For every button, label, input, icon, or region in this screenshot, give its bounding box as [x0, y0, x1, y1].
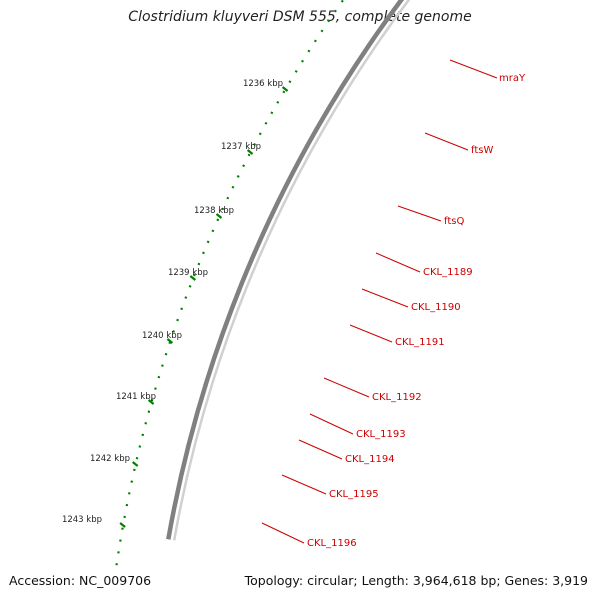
kbp-tick	[166, 338, 174, 344]
gene-label-ckl_1196[interactable]: CKL_1196	[307, 538, 357, 549]
kbp-tick	[189, 275, 196, 281]
scale-ticks: 1236 kbp 1237 kbp 1238 kbp 1239 kbp 1240 kbp…	[62, 79, 289, 528]
leader-line	[449, 59, 498, 79]
gene-label-mray[interactable]: mraY	[499, 73, 526, 84]
gene-label-ckl_1190[interactable]: CKL_1190	[411, 302, 461, 313]
leader-line	[281, 474, 327, 495]
kbp-label: 1237 kbp	[221, 142, 261, 152]
kbp-label: 1238 kbp	[194, 206, 234, 216]
leader-line	[424, 132, 469, 151]
leader-line	[261, 522, 305, 544]
leader-line	[323, 377, 370, 398]
kbp-label: 1243 kbp	[62, 515, 102, 525]
leader-line	[397, 205, 442, 222]
backbone-outer	[166, 0, 405, 540]
gene-label-ckl_1191[interactable]: CKL_1191	[395, 337, 445, 348]
kbp-label: 1241 kbp	[116, 392, 156, 402]
gene-label-ftsq[interactable]: ftsQ	[444, 216, 464, 227]
kbp-label: 1239 kbp	[168, 268, 208, 278]
kbp-tick	[119, 522, 126, 528]
dotted-ring-arc	[115, 0, 345, 566]
gene-label-ckl_1195[interactable]: CKL_1195	[329, 489, 379, 500]
gene-label-ckl_1192[interactable]: CKL_1192	[372, 392, 422, 403]
kbp-tick	[246, 149, 254, 155]
leader-line	[298, 439, 343, 460]
kbp-tick	[281, 86, 289, 92]
backbone-inner	[172, 0, 411, 541]
gene-label-ftsw[interactable]: ftsW	[471, 145, 493, 156]
leader-line	[349, 324, 393, 343]
leader-line	[375, 252, 421, 273]
kbp-tick	[132, 461, 139, 467]
gene-label-ckl_1194[interactable]: CKL_1194	[345, 454, 395, 465]
backbone-arc	[166, 0, 411, 541]
dotted-scale-ring	[115, 0, 345, 566]
kbp-label: 1236 kbp	[243, 79, 283, 89]
kbp-tick	[215, 213, 223, 219]
gene-label-ckl_1193[interactable]: CKL_1193	[356, 429, 406, 440]
kbp-tick	[147, 399, 155, 405]
gene-labels: mraY ftsW ftsQ CKL_1189 CKL_1190 CKL_1191 CKL_…	[261, 59, 526, 549]
accession-text: Accession: NC_009706	[9, 573, 152, 588]
kbp-label: 1240 kbp	[142, 331, 182, 341]
topology-text: Topology: circular; Length: 3,964,618 bp…	[244, 573, 588, 588]
leader-line	[309, 413, 354, 435]
kbp-label: 1242 kbp	[90, 454, 130, 464]
gene-label-ckl_1189[interactable]: CKL_1189	[423, 267, 473, 278]
leader-line	[361, 288, 409, 308]
